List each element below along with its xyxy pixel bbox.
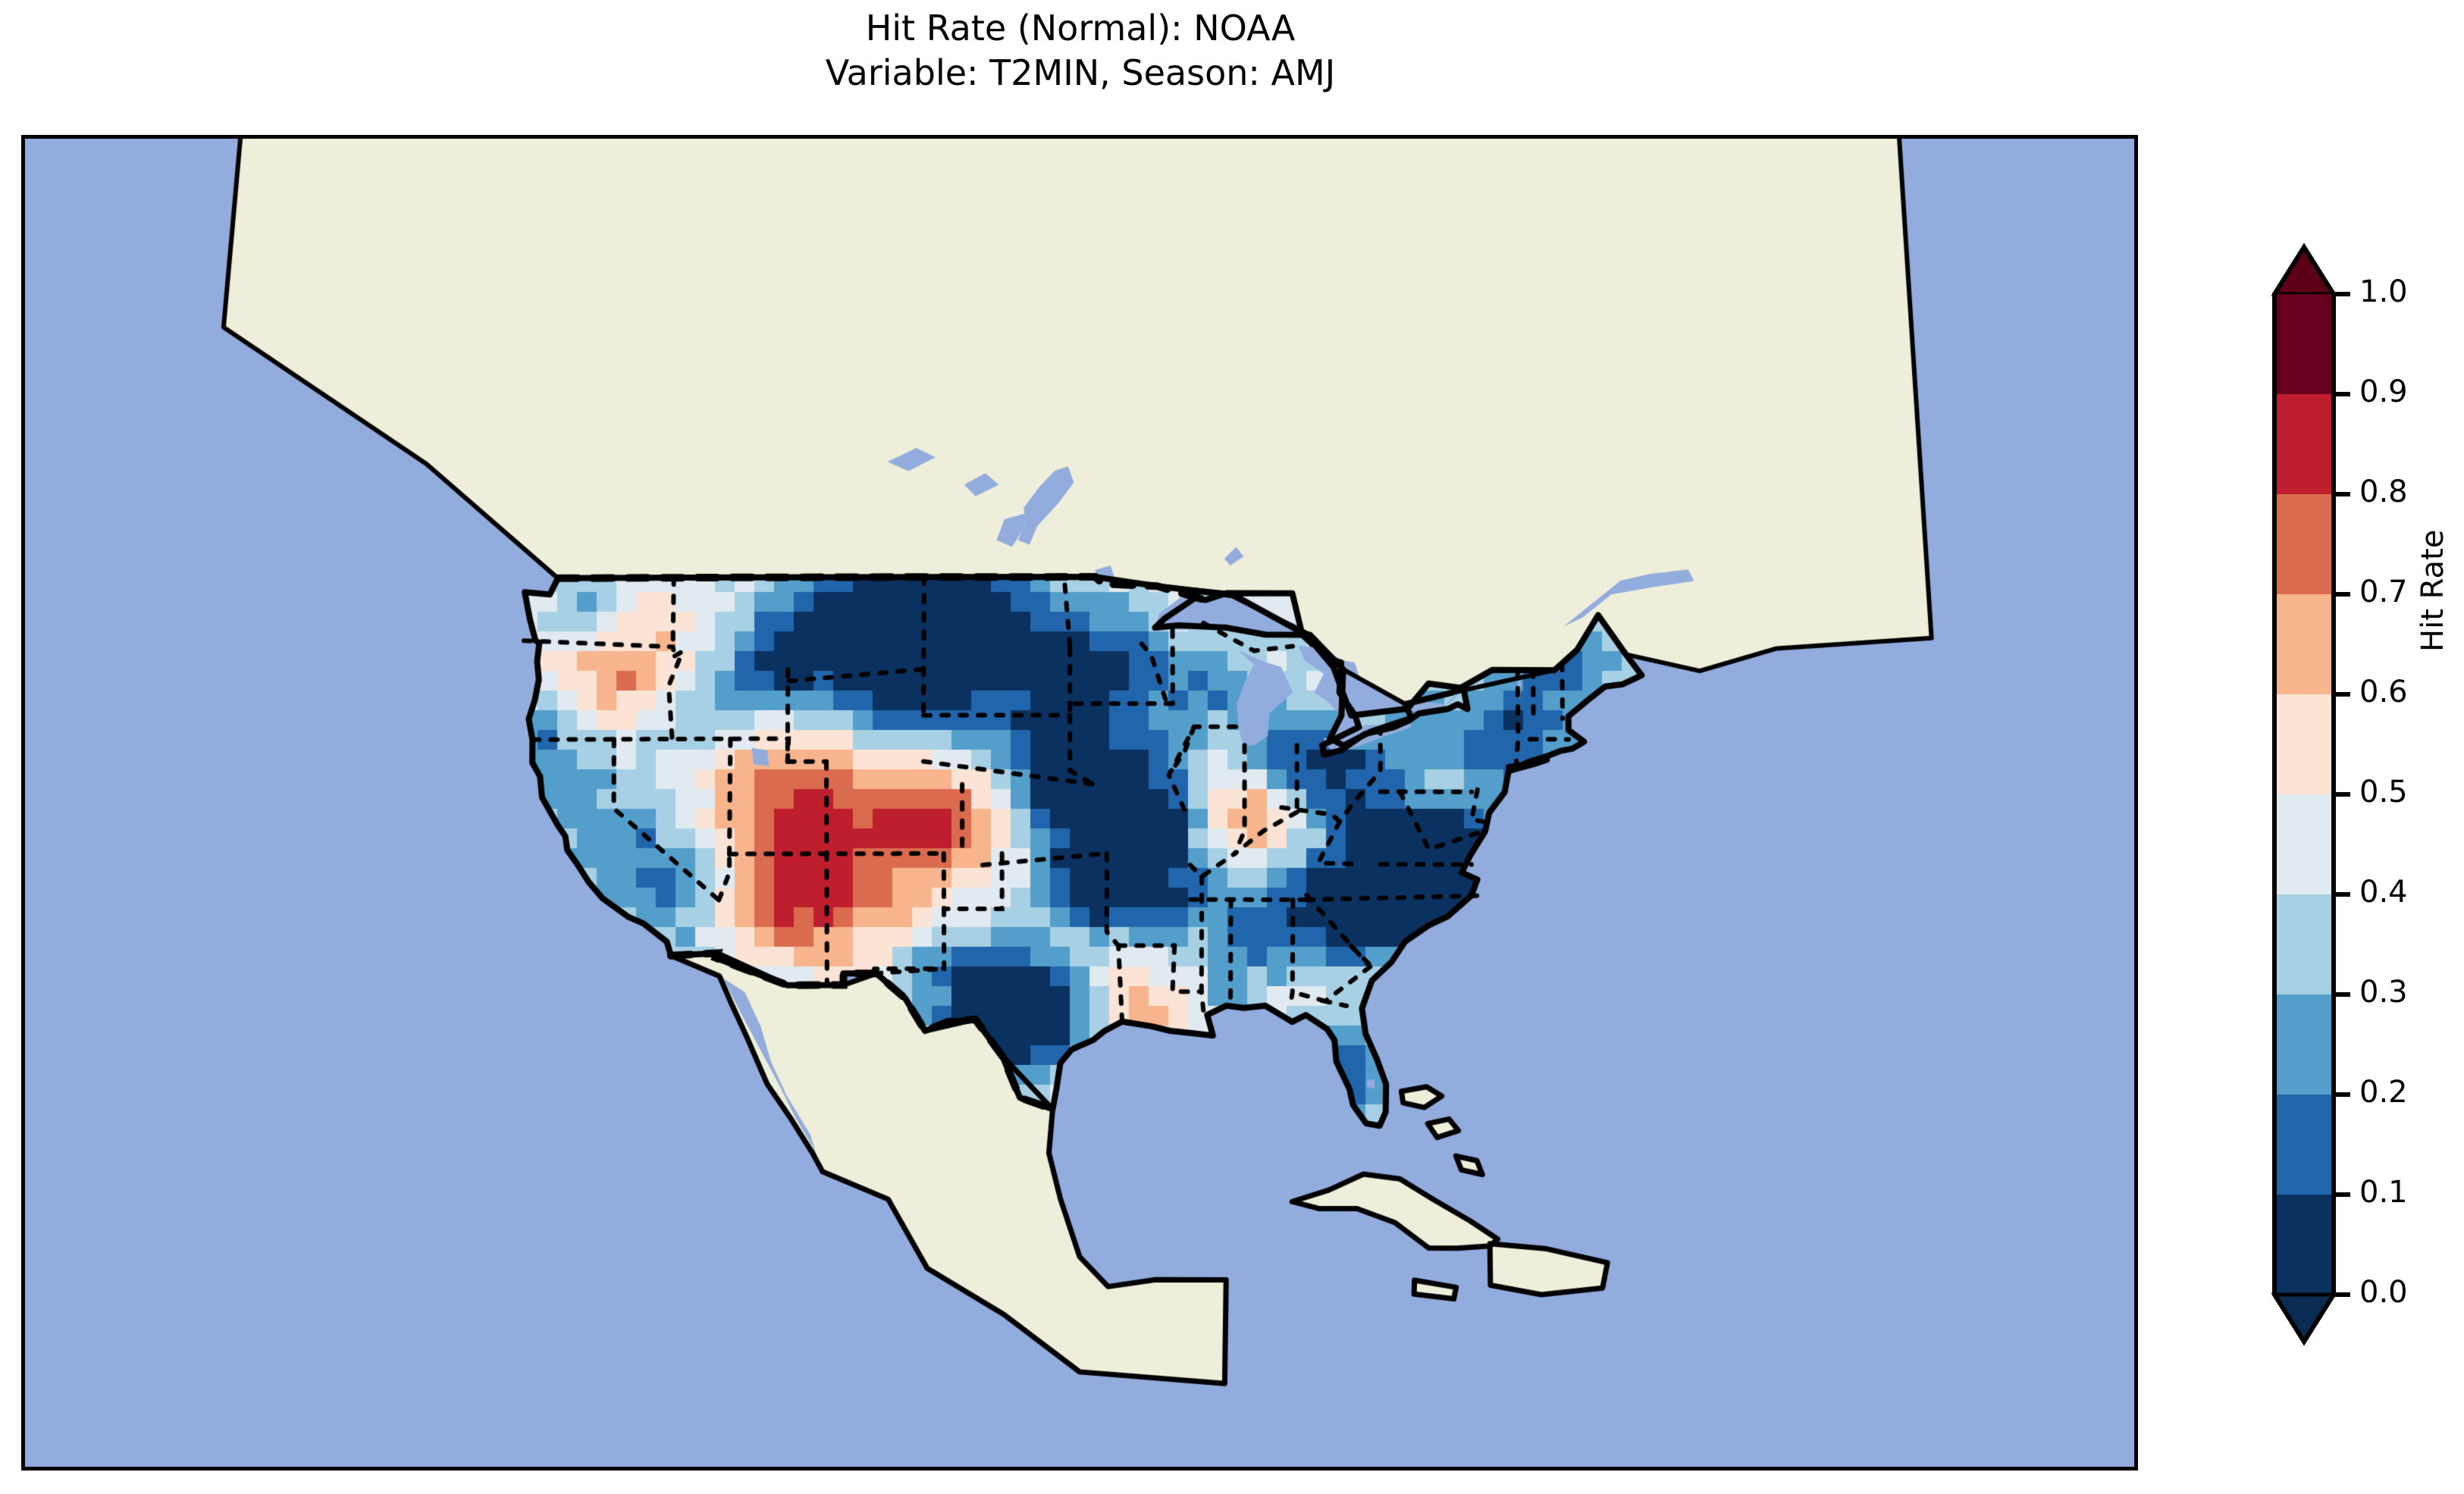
colorbar-tick-label: 0.9 — [2359, 374, 2408, 409]
colorbar-tick-label: 0.2 — [2359, 1075, 2408, 1110]
colorbar-tick-label: 0.1 — [2359, 1175, 2408, 1210]
colorbar-tick-label: 0.8 — [2359, 475, 2408, 509]
colorbar-tick-label: 0.5 — [2359, 775, 2408, 810]
hit-rate-heatmap — [25, 139, 2134, 1467]
colorbar-axis-label: Hit Rate — [2415, 529, 2450, 652]
colorbar-tick-label: 0.3 — [2359, 975, 2408, 1010]
colorbar-tick-label: 0.7 — [2359, 575, 2408, 609]
colorbar-tick-label: 0.4 — [2359, 875, 2408, 910]
title-line-2: Variable: T2MIN, Season: AMJ — [825, 52, 1336, 93]
colorbar: Hit Rate 1.0 0.9 0.8 0.7 0.6 0.5 0.4 0.3 0.2 0.1 0… — [2267, 227, 2450, 1387]
colorbar-swatches — [2271, 243, 2350, 1346]
page-title: Hit Rate (Normal): NOAA Variable: T2MIN,… — [0, 6, 2161, 96]
colorbar-tick-label: 0.0 — [2359, 1275, 2408, 1310]
colorbar-tick-label: 0.6 — [2359, 675, 2408, 709]
title-line-1: Hit Rate (Normal): NOAA — [865, 8, 1296, 49]
map-panel — [21, 135, 2138, 1471]
colorbar-tick-label: 1.0 — [2359, 274, 2408, 309]
